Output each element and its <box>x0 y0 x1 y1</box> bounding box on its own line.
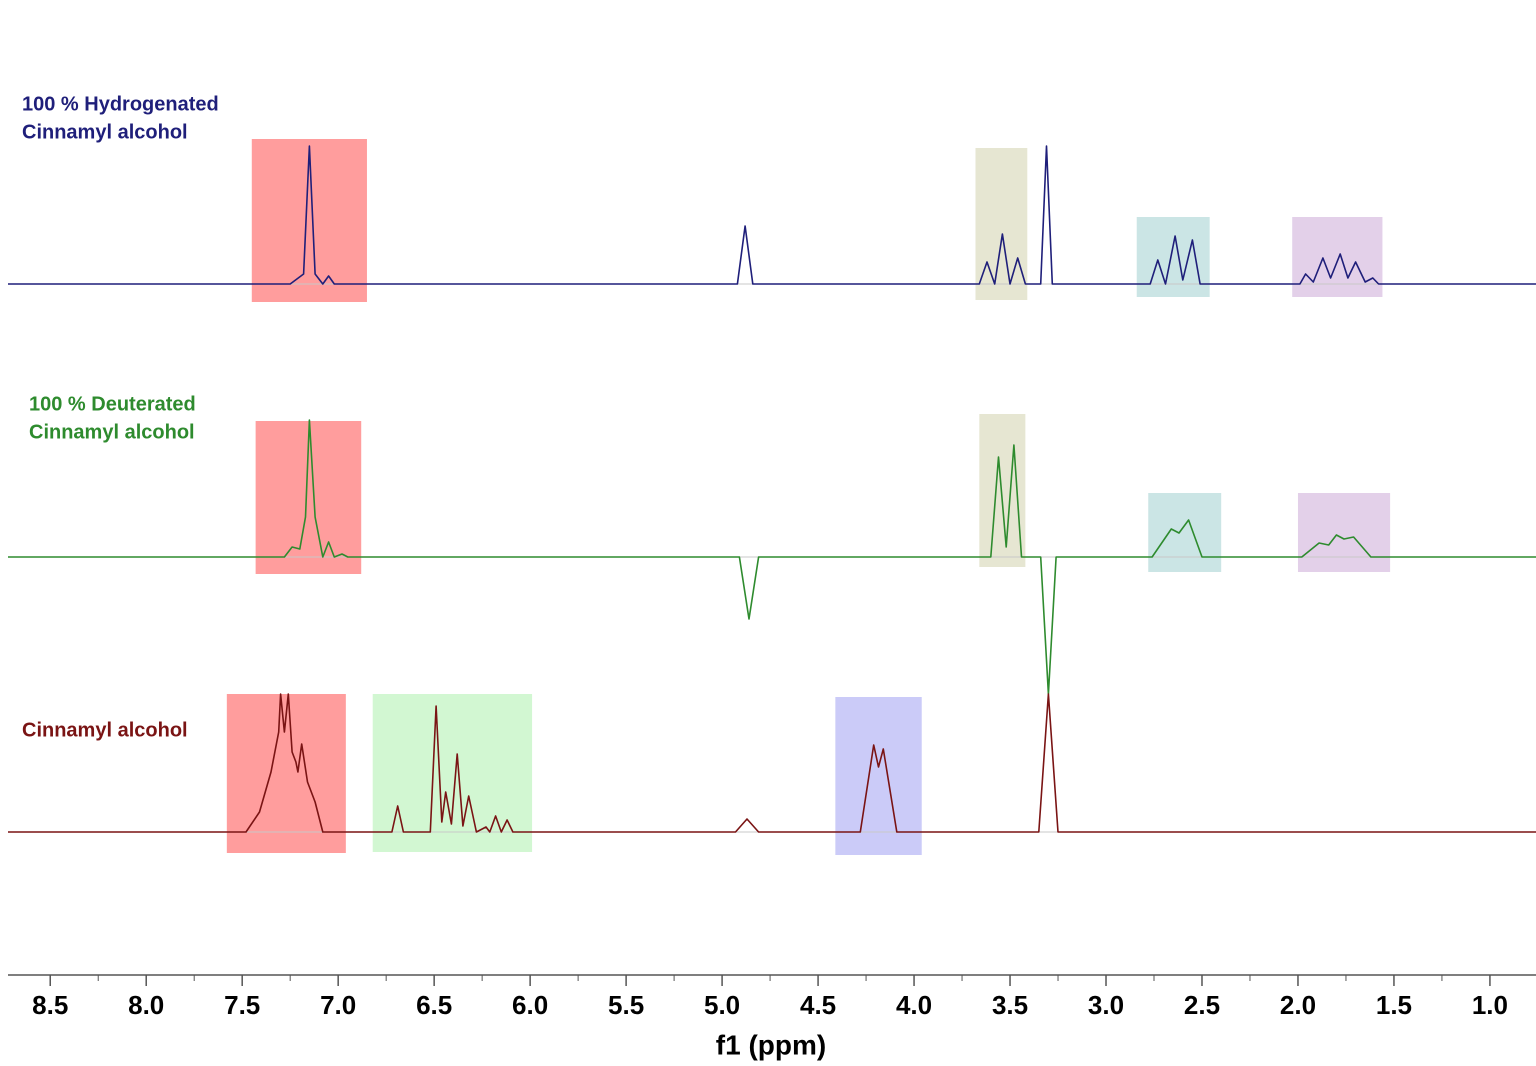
highlight-region <box>372 694 533 852</box>
series-label: 100 % Hydrogenated <box>22 93 219 115</box>
x-tick-label: 3.5 <box>992 990 1028 1020</box>
x-tick-label: 2.0 <box>1280 990 1316 1020</box>
x-tick-label: 7.5 <box>224 990 260 1020</box>
x-tick-label: 1.0 <box>1472 990 1508 1020</box>
highlight-region <box>835 697 922 855</box>
highlight-region <box>251 139 367 302</box>
x-tick-label: 6.5 <box>416 990 452 1020</box>
x-tick-label: 6.0 <box>512 990 548 1020</box>
x-tick-label: 8.5 <box>32 990 68 1020</box>
highlight-region <box>979 414 1026 567</box>
x-tick-label: 3.0 <box>1088 990 1124 1020</box>
x-tick-label: 4.5 <box>800 990 836 1020</box>
x-tick-label: 2.5 <box>1184 990 1220 1020</box>
spectrum-line <box>8 693 1536 833</box>
highlight-region <box>1292 217 1383 297</box>
x-tick-label: 5.5 <box>608 990 644 1020</box>
spectrum-line <box>8 145 1536 285</box>
highlight-region <box>975 148 1028 300</box>
series-label: Cinnamyl alcohol <box>29 421 195 443</box>
x-tick-label: 8.0 <box>128 990 164 1020</box>
x-tick-label: 1.5 <box>1376 990 1412 1020</box>
spectrum-line <box>8 419 1536 695</box>
series-label: 100 % Deuterated <box>29 393 196 415</box>
highlight-region <box>1136 217 1210 297</box>
series-label: Cinnamyl alcohol <box>22 121 188 143</box>
x-axis-label: f1 (ppm) <box>716 1029 826 1060</box>
x-tick-label: 5.0 <box>704 990 740 1020</box>
highlight-region <box>1297 493 1391 572</box>
highlight-region <box>1148 493 1222 572</box>
x-tick-label: 7.0 <box>320 990 356 1020</box>
series-label: Cinnamyl alcohol <box>22 719 188 741</box>
x-tick-label: 4.0 <box>896 990 932 1020</box>
